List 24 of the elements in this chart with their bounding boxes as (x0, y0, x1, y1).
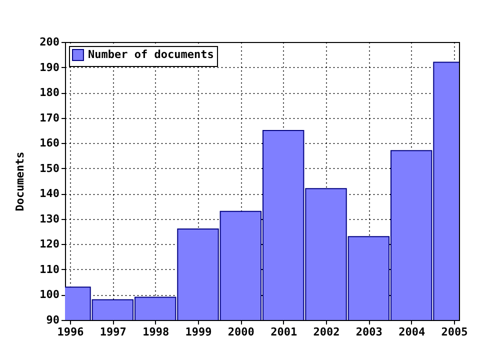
x-tick-label: 2005 (441, 326, 468, 338)
x-tick-label: 1998 (142, 326, 170, 338)
y-tick-label: 90 (46, 314, 60, 326)
y-tick-label: 160 (40, 136, 60, 150)
y-tick-label: 130 (40, 212, 60, 226)
y-tick-label: 170 (40, 111, 60, 124)
x-tick-label: 2003 (356, 326, 382, 338)
y-tick-label: 150 (40, 162, 60, 175)
y-tick-label: 110 (40, 262, 60, 276)
x-tick-label: 1997 (100, 326, 126, 338)
legend-label: Number of documents (88, 48, 214, 61)
x-tick-label: 2001 (270, 326, 298, 338)
x-tick-label: 2002 (313, 326, 340, 338)
y-tick-label: 200 (40, 36, 60, 48)
y-tick-label: 140 (40, 187, 60, 200)
y-axis-title: Documents (14, 152, 27, 212)
y-tick-label: 190 (40, 60, 60, 74)
x-tick-label: 2000 (228, 326, 254, 338)
x-tick-label: 1996 (57, 326, 84, 338)
x-tick-label: 2004 (398, 326, 426, 338)
x-tick-label: 1999 (185, 326, 212, 338)
y-tick-label: 120 (40, 238, 60, 251)
y-tick-label: 180 (40, 86, 60, 100)
y-tick-label: 100 (40, 288, 60, 302)
